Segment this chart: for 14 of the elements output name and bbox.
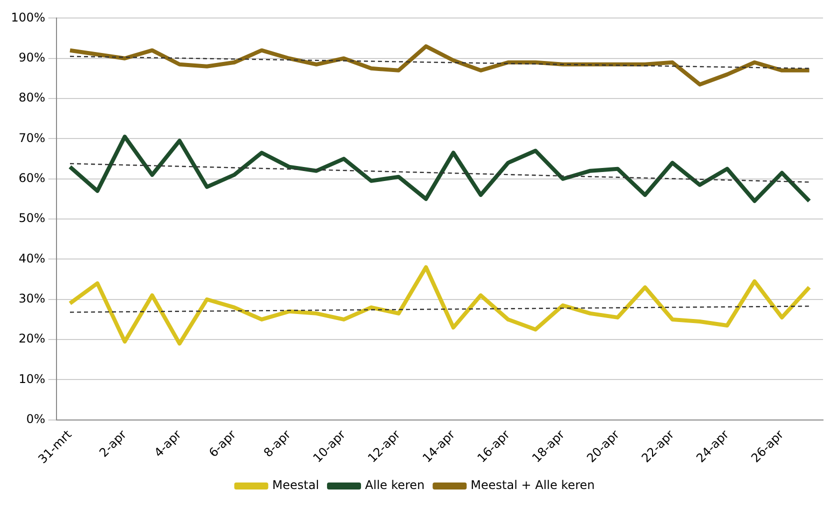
y-tick-label: 80% — [18, 90, 46, 105]
y-tick-label: 20% — [18, 332, 46, 346]
y-tick-label: 0% — [26, 412, 46, 426]
y-tick-label: 100% — [10, 10, 46, 24]
y-tick-label: 90% — [18, 50, 46, 64]
y-tick-label: 30% — [18, 292, 46, 306]
y-tick-label: 50% — [18, 211, 46, 226]
y-tick-label: 40% — [18, 251, 46, 266]
legend-label: Alle keren — [365, 478, 425, 492]
y-tick-label: 10% — [18, 372, 46, 386]
legend-label: Meestal — [272, 478, 320, 492]
legend-label: Meestal + Alle keren — [470, 478, 595, 492]
y-tick-label: 70% — [18, 130, 46, 145]
y-tick-label: 60% — [18, 170, 46, 185]
